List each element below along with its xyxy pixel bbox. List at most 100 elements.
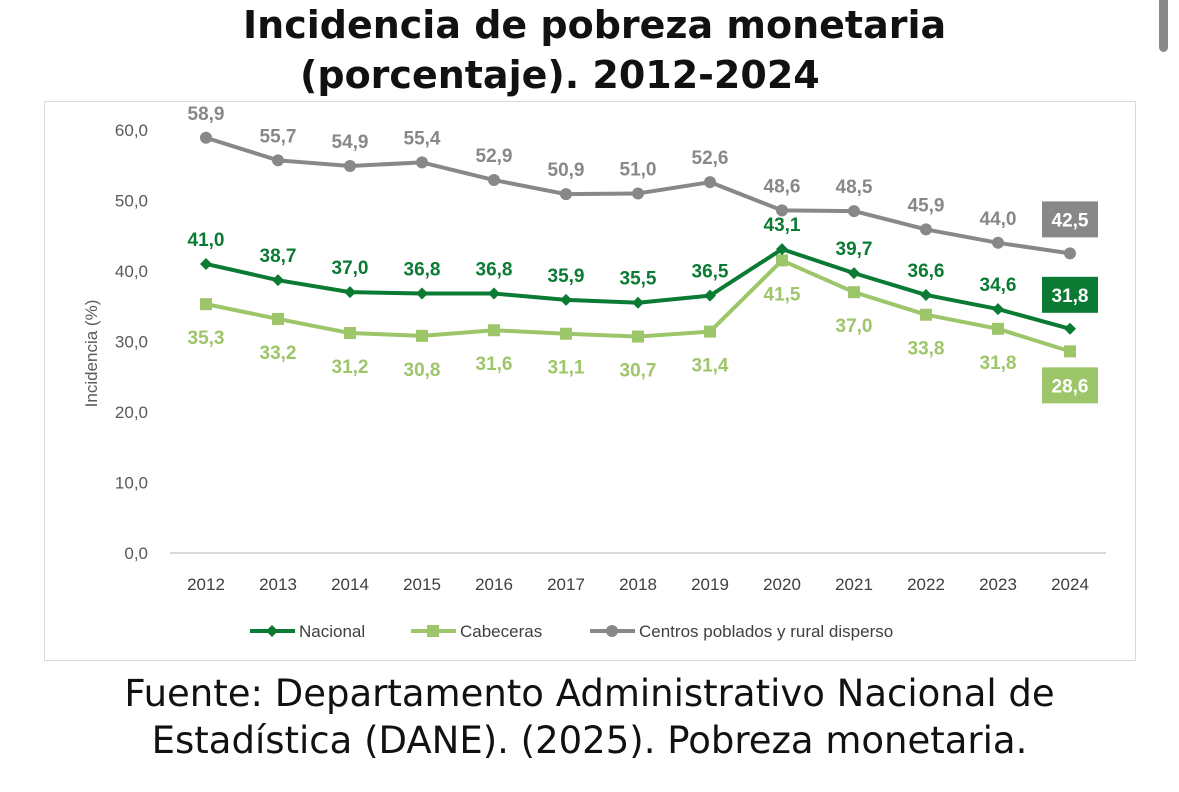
data-label: 43,1 — [764, 215, 801, 236]
chart-title-line-2: (porcentaje). 2012-2024 — [300, 53, 820, 97]
y-tick-label: 40,0 — [115, 262, 148, 281]
data-point — [776, 254, 788, 267]
x-tick-label: 2021 — [835, 575, 873, 594]
data-point — [1064, 345, 1076, 358]
data-point — [920, 288, 932, 301]
data-label: 30,7 — [620, 361, 657, 382]
data-label: 35,5 — [620, 269, 657, 290]
data-point — [200, 131, 212, 144]
x-tick-label: 2014 — [331, 575, 369, 594]
data-point — [992, 303, 1004, 316]
data-point — [992, 236, 1004, 249]
y-axis-label: Incidencia (%) — [82, 300, 101, 408]
y-tick-label: 10,0 — [115, 474, 148, 493]
legend-marker — [266, 625, 278, 637]
data-point — [776, 204, 788, 217]
data-point — [704, 289, 716, 302]
data-point — [704, 325, 716, 338]
data-point — [488, 287, 500, 300]
data-label: 52,9 — [476, 146, 513, 167]
data-point — [704, 176, 716, 189]
x-tick-label: 2019 — [691, 575, 729, 594]
data-point — [272, 274, 284, 287]
data-point — [848, 205, 860, 218]
data-label: 45,9 — [908, 195, 945, 216]
data-label: 48,6 — [764, 176, 801, 197]
y-tick-label: 60,0 — [115, 121, 148, 140]
data-point — [848, 267, 860, 280]
x-tick-label: 2012 — [187, 575, 225, 594]
data-point — [344, 286, 356, 299]
data-label: 41,0 — [188, 230, 225, 251]
legend-marker — [606, 625, 618, 637]
data-point — [560, 327, 572, 340]
x-tick-label: 2020 — [763, 575, 801, 594]
data-point — [632, 330, 644, 343]
chart-title-line-1: Incidencia de pobreza monetaria — [243, 3, 947, 47]
legend-label: Cabeceras — [460, 622, 542, 641]
data-point — [920, 223, 932, 236]
data-label: 36,6 — [908, 261, 945, 282]
data-label: 35,9 — [548, 266, 585, 287]
data-label: 36,8 — [404, 260, 441, 281]
chart-title: Incidencia de pobreza monetaria (porcent… — [0, 0, 1179, 100]
legend-label: Centros poblados y rural disperso — [639, 622, 893, 641]
legend-label: Nacional — [299, 622, 365, 641]
data-label: 28,6 — [1052, 376, 1089, 397]
legend-marker — [427, 625, 439, 637]
data-label: 31,8 — [1052, 286, 1089, 307]
data-point — [920, 308, 932, 321]
data-point — [560, 188, 572, 201]
data-label: 36,5 — [692, 262, 729, 283]
data-label: 37,0 — [836, 316, 873, 337]
data-point — [776, 243, 788, 256]
data-label-box — [1042, 201, 1098, 238]
data-point — [848, 286, 860, 299]
data-point — [488, 174, 500, 187]
data-point — [1064, 247, 1076, 260]
data-label: 51,0 — [620, 159, 657, 180]
data-point — [272, 154, 284, 167]
data-label: 31,1 — [548, 358, 585, 379]
data-point — [632, 296, 644, 309]
data-label: 33,2 — [260, 343, 297, 364]
data-label: 34,6 — [980, 275, 1017, 296]
data-label: 37,0 — [332, 258, 369, 279]
data-label: 55,4 — [404, 128, 441, 149]
y-tick-label: 0,0 — [124, 544, 148, 563]
data-point — [272, 312, 284, 325]
data-label: 36,8 — [476, 260, 513, 281]
data-point — [416, 329, 428, 342]
data-label: 31,8 — [980, 353, 1017, 374]
data-label: 55,7 — [260, 126, 297, 147]
data-label: 41,5 — [764, 284, 801, 305]
data-label: 44,0 — [980, 209, 1017, 230]
y-tick-label: 30,0 — [115, 333, 148, 352]
data-label: 48,5 — [836, 177, 873, 198]
data-label: 58,9 — [188, 104, 225, 125]
x-tick-label: 2023 — [979, 575, 1017, 594]
x-tick-label: 2018 — [619, 575, 657, 594]
data-point — [344, 327, 356, 340]
x-tick-label: 2017 — [547, 575, 585, 594]
data-point — [488, 324, 500, 337]
x-tick-label: 2016 — [475, 575, 513, 594]
data-point — [416, 287, 428, 300]
data-point — [344, 159, 356, 172]
y-tick-label: 50,0 — [115, 192, 148, 211]
data-label: 50,9 — [548, 160, 585, 181]
data-point — [992, 322, 1004, 335]
scroll-indicator[interactable] — [1159, 0, 1168, 52]
data-label: 54,9 — [332, 132, 369, 153]
x-tick-label: 2022 — [907, 575, 945, 594]
data-label: 33,8 — [908, 339, 945, 360]
x-tick-label: 2024 — [1051, 575, 1089, 594]
data-point — [200, 257, 212, 270]
source-line-2: Estadística (DANE). (2025). Pobreza mone… — [151, 719, 1028, 762]
chart-frame: 0,0 10,0 20,0 30,0 40,0 50,0 60,0 Incidencia (%… — [44, 101, 1136, 661]
data-point — [1064, 322, 1076, 335]
source-line-1: Fuente: Departamento Administrativo Naci… — [124, 672, 1055, 715]
data-label: 39,7 — [836, 239, 873, 260]
x-tick-label: 2015 — [403, 575, 441, 594]
line-chart: 0,0 10,0 20,0 30,0 40,0 50,0 60,0 Incidencia (%… — [82, 104, 1106, 641]
